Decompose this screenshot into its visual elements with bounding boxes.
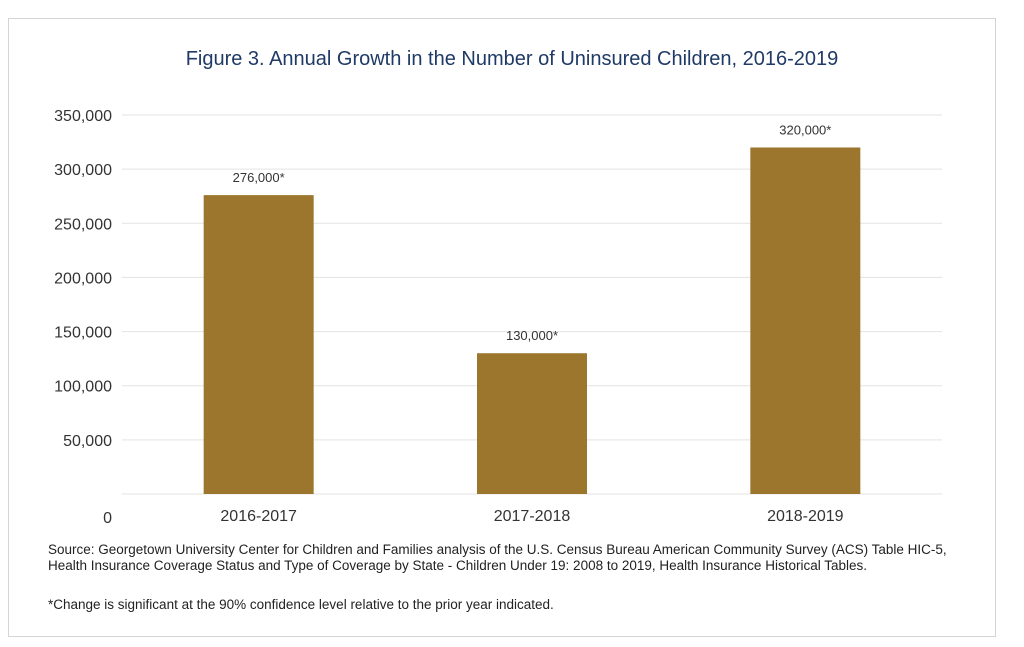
y-tick-label: 200,000 — [54, 270, 112, 287]
y-tick-label: 300,000 — [54, 162, 112, 179]
x-tick-label: 2017-2018 — [494, 508, 571, 525]
source-note: Source: Georgetown University Center for… — [48, 542, 947, 573]
y-tick-label: 350,000 — [54, 108, 112, 125]
bar — [750, 147, 861, 494]
chart-title: Figure 3. Annual Growth in the Number of… — [185, 48, 839, 70]
y-tick-label: 50,000 — [63, 433, 112, 450]
bar-data-label: 276,000* — [233, 170, 285, 185]
bar-data-label: 320,000* — [779, 122, 831, 137]
y-tick-label: 100,000 — [54, 379, 112, 396]
bar — [477, 353, 587, 494]
y-tick-label: 150,000 — [54, 325, 112, 342]
bar — [203, 195, 314, 495]
y-tick-label: 0 — [103, 510, 112, 527]
significance-footnote: *Change is significant at the 90% confid… — [48, 597, 554, 612]
y-tick-label: 250,000 — [54, 216, 112, 233]
bar-data-label: 130,000* — [506, 328, 558, 343]
x-tick-label: 2018-2019 — [767, 508, 844, 525]
x-tick-label: 2016-2017 — [220, 508, 297, 525]
